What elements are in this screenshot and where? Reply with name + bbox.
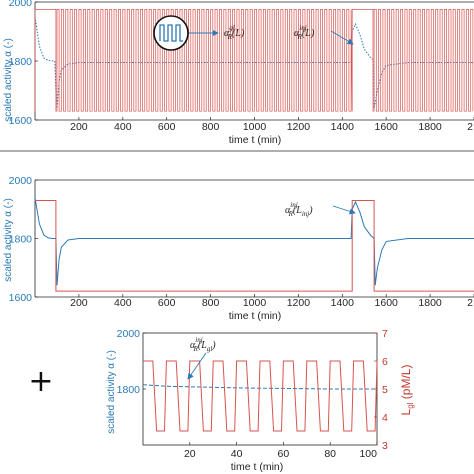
bottom-y-axis-label: scaled activity α (-): [106, 350, 117, 434]
x-tick-label: 200: [70, 121, 88, 133]
x-tick-label: 1800: [418, 121, 442, 133]
x-tick-label: 1000: [243, 297, 267, 309]
x-tick-label: 600: [158, 297, 176, 309]
x-tick-label: 20: [184, 448, 196, 460]
series-line-1: [35, 200, 474, 292]
y-tick-label: 2000: [9, 0, 33, 9]
x-tick-label: 1600: [375, 121, 399, 133]
series-line-1: [34, 9, 474, 112]
x-tick-label: 1600: [375, 297, 399, 309]
series-line-0: [142, 384, 377, 390]
y2-tick-label: 4: [382, 412, 388, 424]
x-tick-label: 1000: [243, 121, 267, 133]
x-tick-label: 400: [114, 297, 132, 309]
bottom-y2-axis-label: Lgl (pM/L): [399, 365, 415, 416]
x-tick-label: 1400: [331, 121, 355, 133]
y-tick-label: 1800: [9, 234, 33, 246]
inset-oscillation-icon: [153, 15, 189, 51]
x-tick-label: 2: [467, 297, 473, 309]
top-x-axis-label: time t (min): [229, 134, 282, 146]
x-tick-label: 1200: [287, 121, 311, 133]
x-tick-label: 80: [324, 448, 336, 460]
top-y-axis-label: scaled activity α (-): [3, 38, 14, 122]
y-tick-label: 2000: [9, 175, 33, 187]
y-tick-label: 1800: [9, 56, 33, 68]
x-tick-label: 1200: [287, 297, 311, 309]
middle-x-axis-label: time t (min): [229, 310, 282, 322]
annotation-alpha-inj-middle: αinj R(Linj): [285, 201, 313, 218]
x-tick-label: 400: [114, 121, 132, 133]
x-tick-label: 100: [359, 448, 377, 460]
annotation-arrow-top: [330, 30, 354, 45]
y-tick-label: 1600: [9, 115, 33, 127]
annotation-arrow-bottom: [187, 352, 207, 380]
y-tick-label: 2000: [117, 328, 141, 340]
panel-bottom: 20 40 60 80 100 1800 2000 3 4 5 6 7 scaled activity…: [106, 328, 415, 473]
y2-tick-label: 5: [382, 384, 388, 396]
annotation-alpha-gl: αgl R(L): [224, 24, 245, 41]
x-tick-label: 800: [202, 121, 220, 133]
x-tick-label: 600: [158, 121, 176, 133]
y2-tick-label: 6: [382, 356, 388, 368]
panel-top: 200 400 600 800 1000 1200 1400 1600 1800 2 1600 180…: [3, 0, 474, 146]
annotation-alpha-inj-bottom: αinj R(Lgl): [190, 336, 216, 353]
x-tick-label: 800: [202, 297, 220, 309]
series-line-0: [34, 197, 474, 286]
x-tick-label: 40: [231, 448, 243, 460]
x-tick-label: 60: [278, 448, 290, 460]
y-tick-label: 1800: [117, 384, 141, 396]
bottom-x-axis-label: time t (min): [231, 461, 284, 473]
series-line-1: [143, 360, 378, 432]
annotation-arrow-middle: [332, 205, 356, 215]
x-tick-label: 1400: [331, 297, 355, 309]
y2-tick-label: 7: [382, 328, 388, 340]
x-tick-label: 1800: [418, 297, 442, 309]
panel-middle: 200 400 600 800 1000 1200 1400 1600 1800 2 1600 180…: [3, 175, 474, 322]
y-tick-label: 1600: [9, 292, 33, 304]
middle-y-axis-label: scaled activity α (-): [3, 198, 14, 282]
x-tick-label: 200: [70, 297, 88, 309]
y2-tick-label: 3: [382, 440, 388, 452]
plus-sign: +: [28, 364, 53, 399]
annotation-alpha-inj-top: αinj R(L): [294, 24, 315, 41]
x-tick-label: 2: [467, 121, 473, 133]
